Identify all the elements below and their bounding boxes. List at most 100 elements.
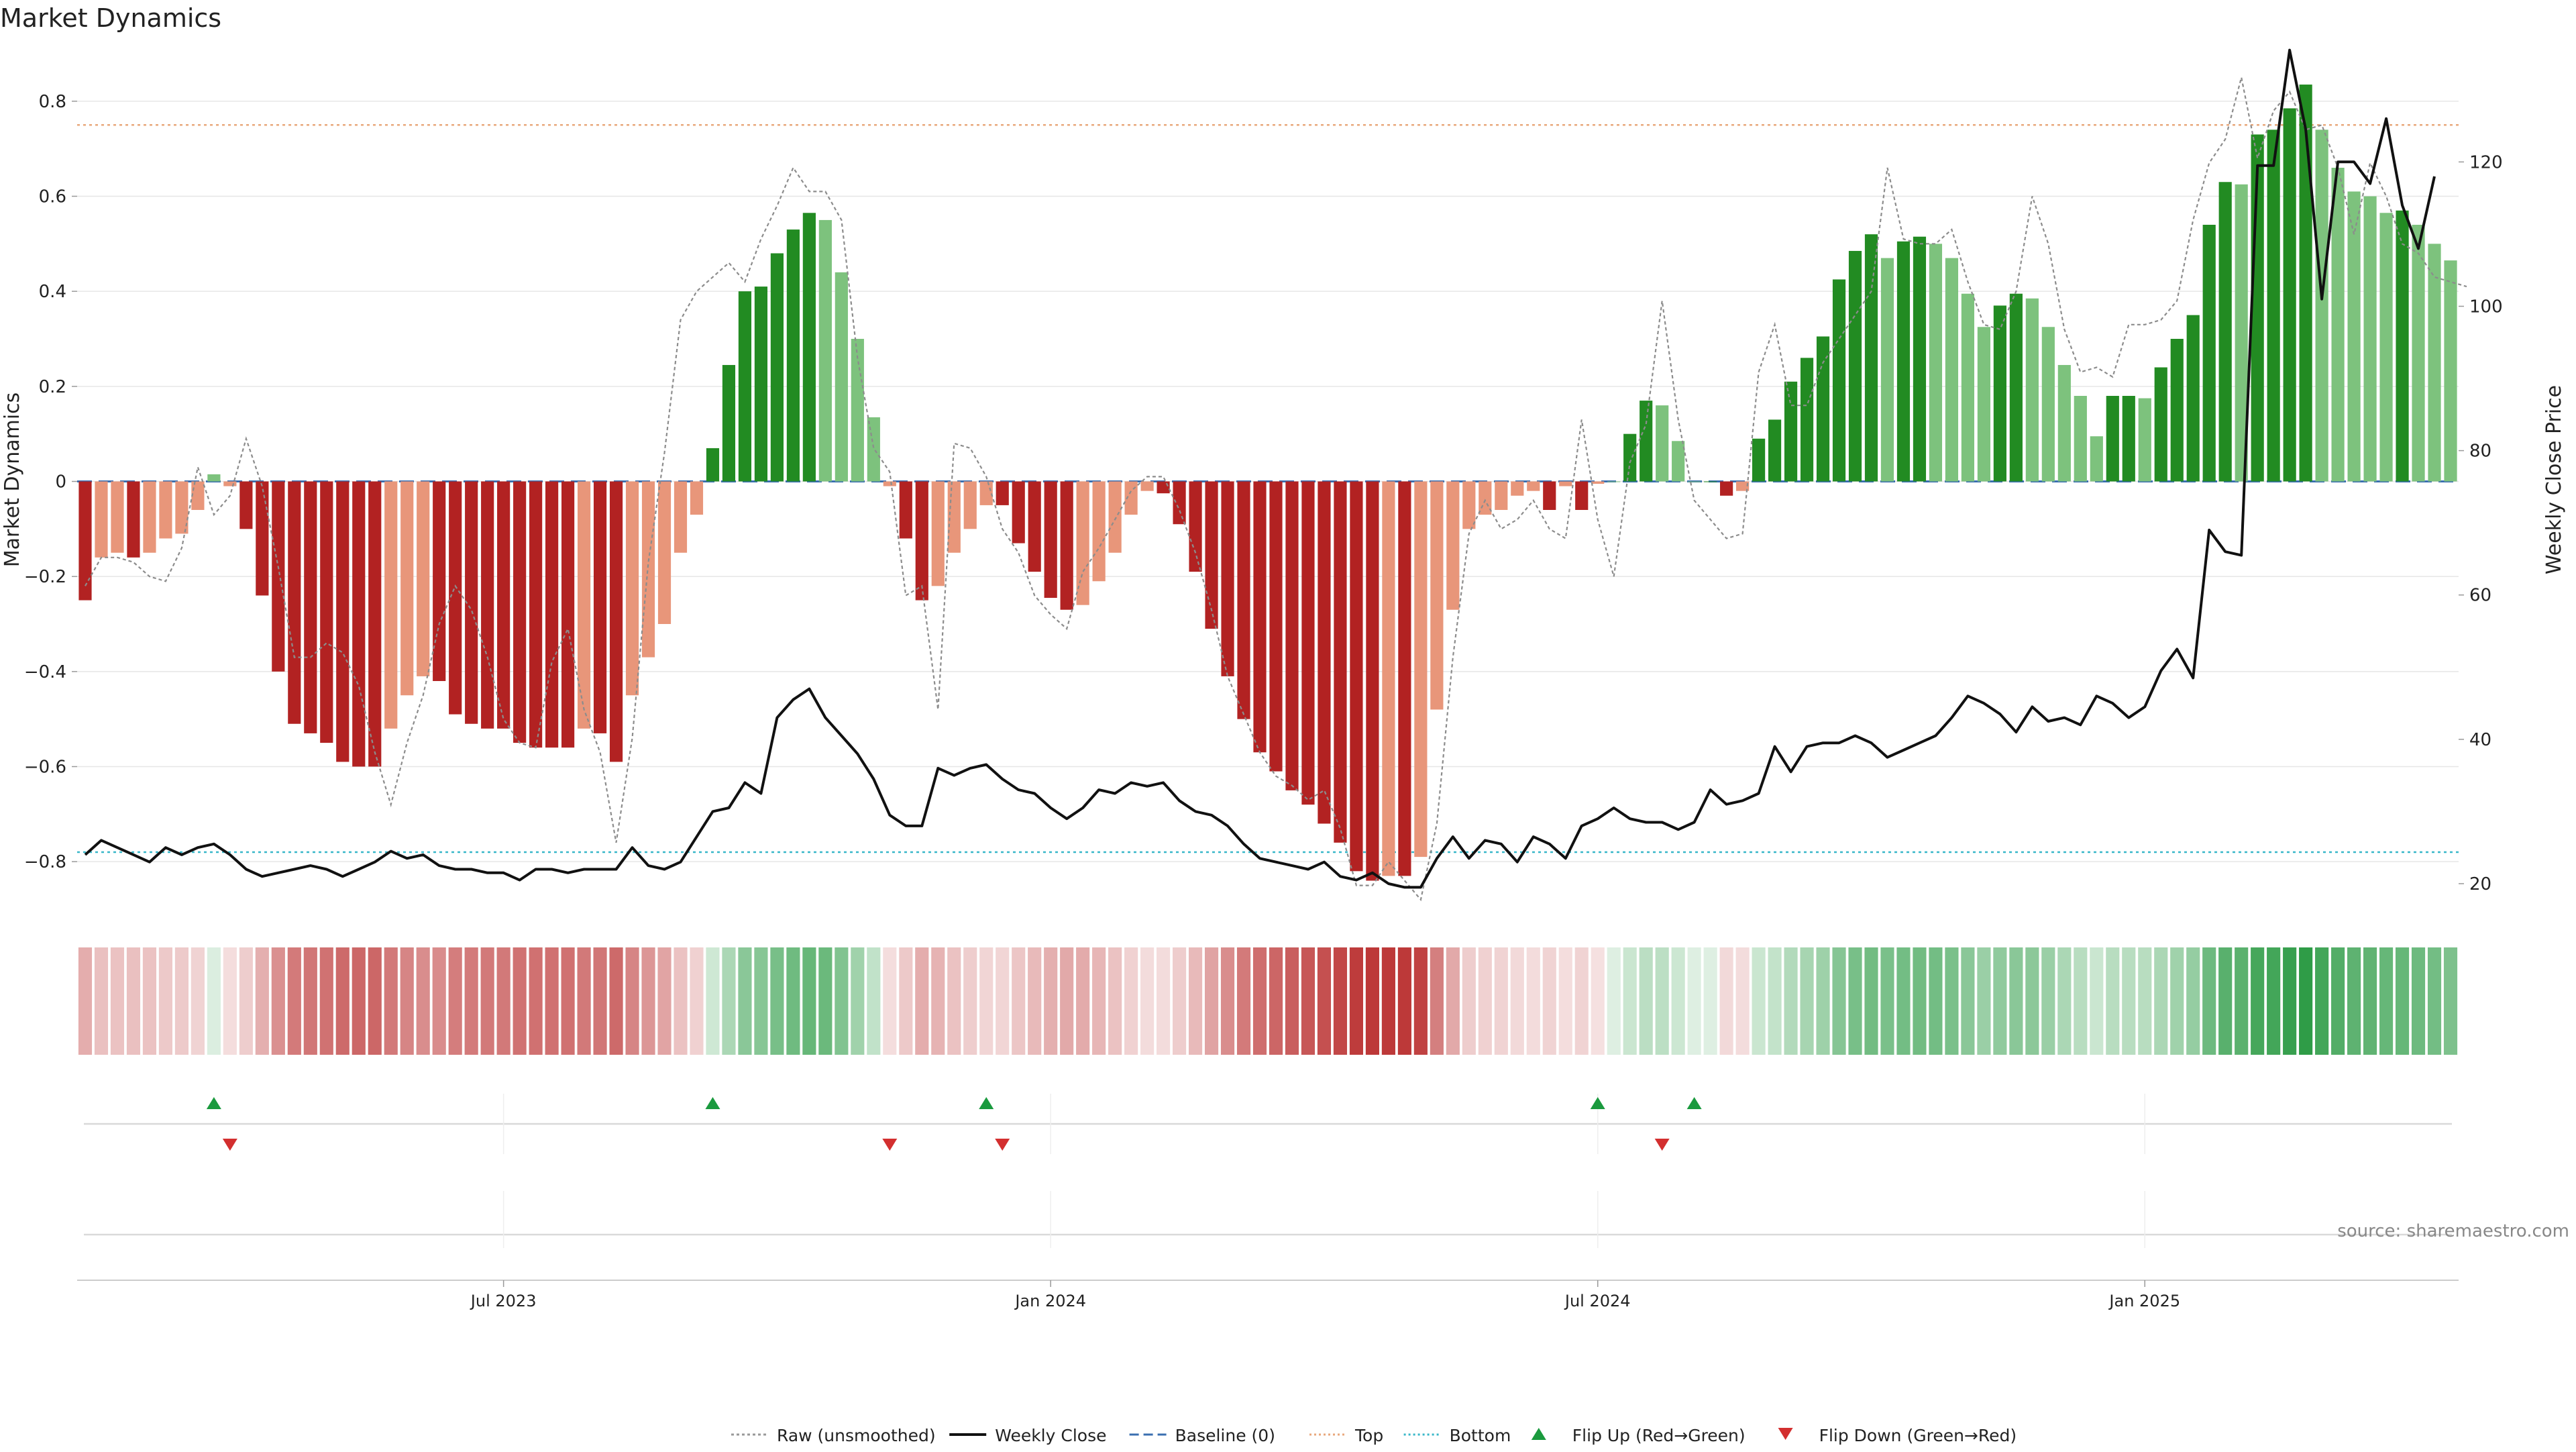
dynamics-bar [1285, 481, 1299, 790]
heat-cell [1510, 947, 1524, 1055]
y2-tick-label: 120 [2469, 152, 2503, 172]
heat-cell [915, 947, 929, 1055]
dynamics-bar [1800, 358, 1814, 482]
heat-cell [400, 947, 414, 1055]
heat-cell [2057, 947, 2072, 1055]
dynamics-bar [1318, 481, 1331, 824]
dynamics-bar [2396, 210, 2409, 482]
dynamics-bar [593, 481, 607, 733]
heat-cell [191, 947, 205, 1055]
heat-cell [577, 947, 591, 1055]
dynamics-bar [78, 481, 92, 601]
heat-cell [706, 947, 720, 1055]
heat-cell [802, 947, 816, 1055]
heat-cell [625, 947, 639, 1055]
heat-cell [2235, 947, 2249, 1055]
dynamics-bar [786, 229, 800, 482]
heat-cell [1397, 947, 1411, 1055]
heat-cell [1220, 947, 1235, 1055]
legend-label: Weekly Close [995, 1426, 1106, 1445]
heat-cell [770, 947, 784, 1055]
heat-cell [513, 947, 527, 1055]
heat-cell [174, 947, 189, 1055]
dynamics-bar [706, 448, 720, 482]
heat-strip [78, 947, 2458, 1055]
heat-cell [368, 947, 382, 1055]
dynamics-bar [1044, 481, 1057, 599]
flip-up-marker [979, 1097, 994, 1109]
heat-cell [1703, 947, 1717, 1055]
legend-label: Top [1354, 1426, 1383, 1445]
heat-cell [1784, 947, 1798, 1055]
heat-cell [1816, 947, 1830, 1055]
heat-cell [1365, 947, 1379, 1055]
heat-cell [1752, 947, 1766, 1055]
y2-tick-label: 60 [2469, 586, 2491, 606]
dynamics-bar [1157, 481, 1170, 494]
y-tick-label: −0.8 [24, 852, 66, 872]
heat-cell [2283, 947, 2297, 1055]
dynamics-bar [2186, 315, 2200, 482]
heat-cell [303, 947, 317, 1055]
dynamics-bar [143, 481, 156, 553]
dynamics-bar [497, 481, 511, 729]
dynamics-bar [625, 481, 639, 696]
heat-cell [2267, 947, 2281, 1055]
legend-label: Flip Up (Red→Green) [1572, 1426, 1746, 1445]
flip-up-marker [206, 1097, 221, 1109]
legend-item-flip_down: Flip Down (Green→Red) [1778, 1426, 2017, 1445]
heat-cell [1076, 947, 1090, 1055]
heat-cell [1140, 947, 1155, 1055]
heat-cell [110, 947, 125, 1055]
heat-cell [1735, 947, 1750, 1055]
heat-cell [979, 947, 994, 1055]
chart-title: Market Dynamics [0, 3, 221, 33]
heat-cell [207, 947, 221, 1055]
dynamics-bar [384, 481, 398, 729]
dynamics-bar [1864, 234, 1878, 482]
dynamics-bar [1993, 305, 2006, 482]
dynamics-bar [352, 481, 366, 767]
heat-cell [1028, 947, 1042, 1055]
dynamics-bar [1784, 381, 1798, 482]
heat-cell [1124, 947, 1138, 1055]
source-note: source: sharemaestro.com [2337, 1221, 2569, 1241]
heat-cell [1413, 947, 1428, 1055]
bar-series [78, 85, 2457, 881]
dynamics-bar [1720, 481, 1733, 496]
dynamics-bar [320, 481, 333, 743]
heat-cell [1671, 947, 1685, 1055]
dynamics-bar [1076, 481, 1089, 605]
heat-cell [1462, 947, 1476, 1055]
y2-tick-label: 20 [2469, 874, 2491, 894]
y-tick-label: 0.2 [39, 377, 66, 397]
dynamics-bar [899, 481, 912, 539]
heat-cell [2202, 947, 2216, 1055]
x-tick-label: Jul 2024 [1564, 1292, 1631, 1310]
dynamics-bar [304, 481, 317, 733]
dynamics-bar [433, 481, 446, 681]
heat-cell [851, 947, 865, 1055]
heat-cell [996, 947, 1010, 1055]
heat-cell [1961, 947, 1975, 1055]
heat-cell [1574, 947, 1589, 1055]
dynamics-bar [1623, 433, 1637, 482]
heat-cell [2009, 947, 2023, 1055]
heat-cell [1977, 947, 1991, 1055]
heat-cell [271, 947, 285, 1055]
heat-cell [1558, 947, 1572, 1055]
heat-cell [1719, 947, 1733, 1055]
dynamics-bar [1092, 481, 1106, 582]
dynamics-bar [1028, 481, 1041, 572]
dynamics-bar [674, 481, 688, 553]
y2-axis-label: Weekly Close Price [2542, 385, 2566, 574]
heat-cell [1494, 947, 1508, 1055]
heat-cell [931, 947, 945, 1055]
axes: 0.8 0.6 0.4 0.2 0 −0.2 −0.4 −0.6 −0.8 20 40 60 80 100… [24, 92, 2503, 1310]
heat-cell [142, 947, 157, 1055]
heat-cell [1012, 947, 1026, 1055]
heat-cell [2427, 947, 2442, 1055]
heat-cell [319, 947, 333, 1055]
heat-cell [416, 947, 430, 1055]
heat-cell [2186, 947, 2200, 1055]
